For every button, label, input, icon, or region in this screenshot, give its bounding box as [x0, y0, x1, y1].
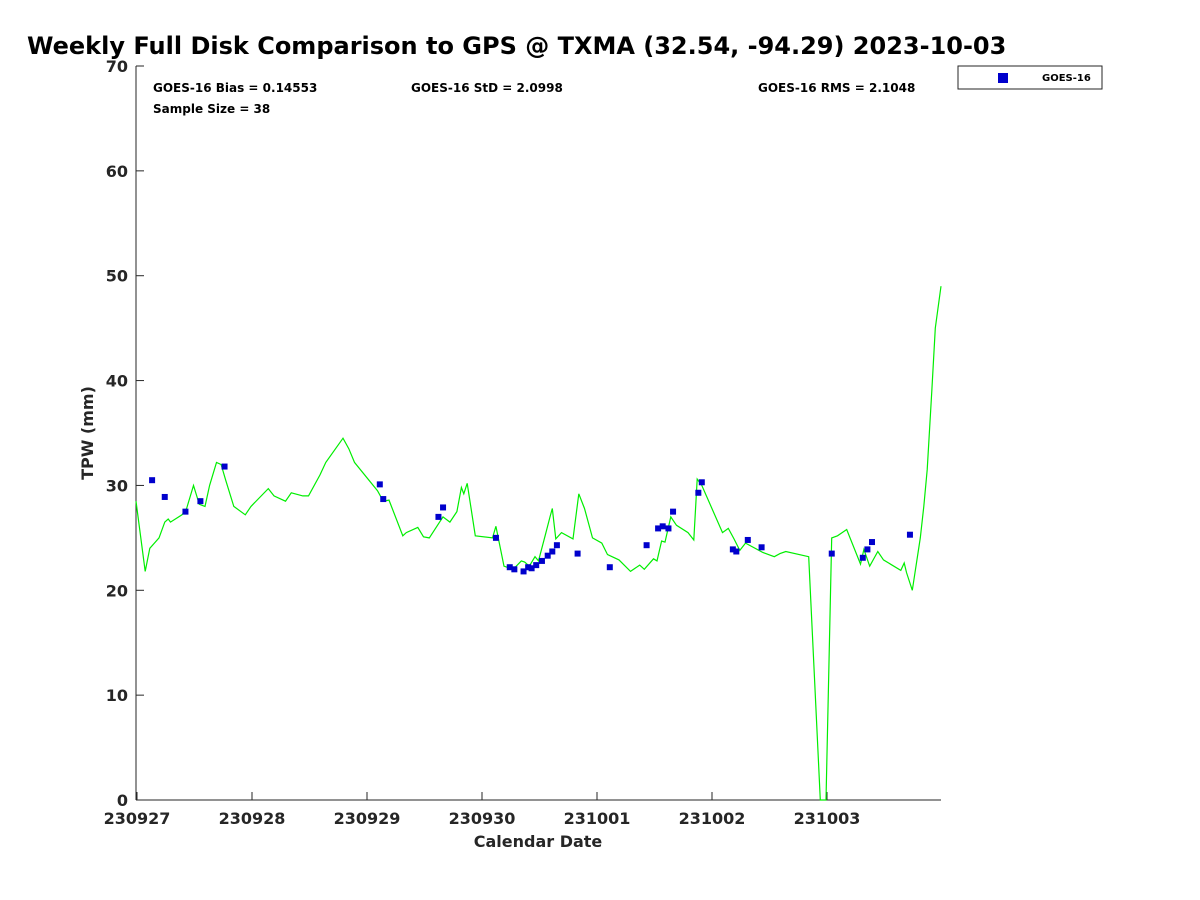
goes16-point [698, 479, 705, 486]
x-tick-label: 230928 [219, 809, 286, 828]
goes16-point [525, 564, 532, 571]
goes16-point [528, 565, 535, 572]
x-tick-label: 230927 [104, 809, 171, 828]
goes16-point [744, 536, 751, 543]
goes16-point [828, 550, 835, 557]
goes16-point [659, 523, 666, 530]
x-tick-label: 231002 [679, 809, 746, 828]
goes16-point [182, 508, 189, 515]
legend-box [957, 65, 1103, 90]
goes16-point [440, 504, 447, 511]
goes16-point [553, 542, 560, 549]
goes16-point [758, 544, 765, 551]
goes16-point [665, 525, 672, 532]
goes16-point [574, 550, 581, 557]
goes16-point [549, 548, 556, 555]
y-tick-label: 60 [106, 162, 128, 181]
y-tick-label: 20 [106, 581, 128, 600]
stat-rms: GOES-16 RMS = 2.1048 [758, 81, 915, 95]
goes16-point [864, 546, 871, 553]
goes16-point [520, 568, 527, 575]
goes16-point [729, 546, 736, 553]
goes16-point [435, 513, 442, 520]
goes16-point [859, 554, 866, 561]
chart-title: Weekly Full Disk Comparison to GPS @ TXM… [27, 32, 1006, 60]
goes16-point [655, 525, 662, 532]
legend-marker-goes16 [998, 73, 1008, 83]
y-tick-label: 0 [117, 791, 128, 810]
goes16-series [149, 463, 913, 575]
goes16-point [533, 562, 540, 569]
goes16-point [161, 493, 168, 500]
y-tick-label: 10 [106, 686, 128, 705]
goes16-point [221, 463, 228, 470]
x-tick-label: 230929 [334, 809, 401, 828]
stat-bias: GOES-16 Bias = 0.14553 [153, 81, 317, 95]
goes16-point [149, 477, 156, 484]
y-axis-label: TPW (mm) [78, 386, 97, 480]
legend: GOES-16 [957, 65, 1103, 90]
goes16-point [606, 564, 613, 571]
goes16-point [733, 548, 740, 555]
goes16-point [538, 557, 545, 564]
y-tick-label: 70 [106, 57, 128, 76]
y-tick-label: 40 [106, 372, 128, 391]
y-ticks: 0 10 20 30 40 50 60 70 [106, 57, 144, 810]
goes16-point [376, 481, 383, 488]
goes16-point [197, 498, 204, 505]
legend-label-goes16: GOES-16 [1042, 73, 1091, 84]
goes16-point [906, 531, 913, 538]
x-ticks: 230927 230928 230929 230930 231001 231002 2310… [104, 792, 861, 828]
goes16-point [544, 552, 551, 559]
stat-std: GOES-16 StD = 2.0998 [411, 81, 563, 95]
x-tick-label: 231003 [794, 809, 861, 828]
y-tick-label: 50 [106, 267, 128, 286]
y-tick-label: 30 [106, 476, 128, 495]
x-tick-label: 230930 [449, 809, 516, 828]
goes16-point [869, 539, 875, 546]
gps-series [135, 286, 942, 801]
stat-sample-size: Sample Size = 38 [153, 102, 270, 116]
goes16-point [380, 496, 387, 503]
goes16-point [643, 542, 650, 549]
goes16-point [670, 508, 677, 515]
goes16-point [492, 534, 499, 541]
goes16-point [511, 566, 518, 573]
goes16-point [695, 489, 702, 496]
x-tick-label: 231001 [564, 809, 631, 828]
goes16-point [506, 564, 513, 571]
gps-line [135, 286, 942, 801]
plot-area: 0 10 20 30 40 50 60 70 230927 230928 230929 230930… [104, 57, 942, 828]
x-axis-label: Calendar Date [474, 832, 603, 851]
